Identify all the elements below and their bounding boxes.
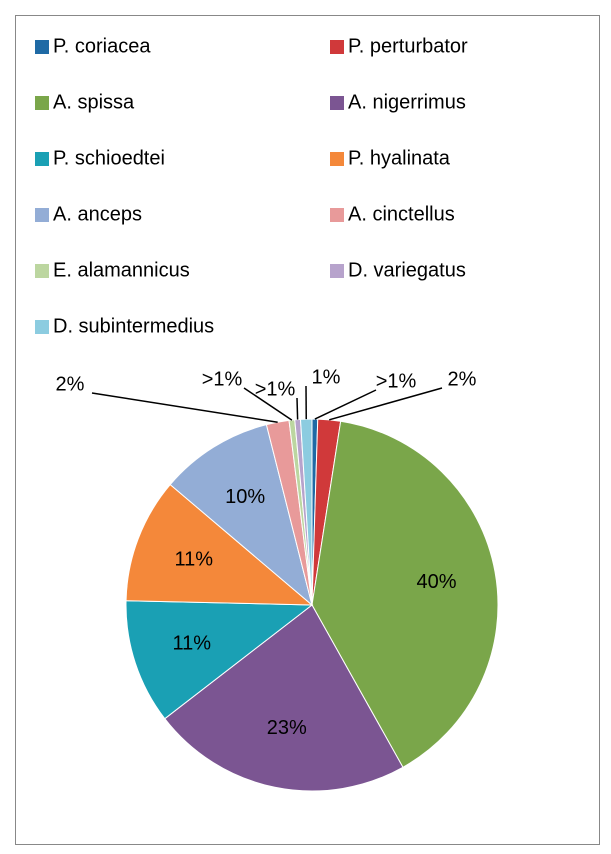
data-label: 23% [267, 717, 307, 739]
legend-swatch [35, 152, 49, 166]
leader-line [314, 389, 377, 420]
legend-label: A. anceps [53, 203, 142, 225]
legend-swatch [35, 320, 49, 334]
data-label: 11% [175, 548, 214, 570]
legend-label: D. subintermedius [53, 315, 214, 337]
data-label: 10% [225, 486, 265, 508]
legend-label: E. alamannicus [53, 259, 190, 281]
legend-label: P. coriacea [53, 35, 151, 57]
legend-label: A. nigerrimus [348, 91, 466, 113]
data-label: >1% [202, 368, 243, 390]
pie-slice [125, 600, 314, 720]
leader-line [329, 387, 443, 421]
legend-swatch [330, 96, 344, 110]
legend-label: A. cinctellus [348, 203, 455, 225]
legend-label: P. schioedtei [53, 147, 165, 169]
legend-swatch [330, 208, 344, 222]
leader-line [243, 387, 293, 421]
legend-label: A. spissa [53, 91, 135, 113]
pie-slice [125, 483, 314, 606]
leader-line [296, 397, 299, 420]
pie-slice [169, 424, 313, 607]
legend-swatch [330, 40, 344, 54]
legend-label: D. variegatus [348, 259, 466, 281]
data-label: 1% [312, 366, 341, 388]
data-label: 2% [56, 373, 85, 395]
leader-line [91, 392, 278, 423]
legend-swatch [330, 152, 344, 166]
data-label: 11% [173, 633, 212, 655]
pie-slice [164, 604, 404, 792]
pie-slice [311, 420, 499, 768]
legend-label: P. perturbator [348, 35, 468, 57]
data-label: >1% [255, 378, 296, 400]
data-label: 40% [416, 571, 456, 593]
legend-swatch [330, 264, 344, 278]
legend-swatch [35, 264, 49, 278]
legend-swatch [35, 40, 49, 54]
legend-swatch [35, 96, 49, 110]
data-label: >1% [376, 370, 417, 392]
legend-swatch [35, 208, 49, 222]
data-label: 2% [448, 368, 477, 390]
legend-label: P. hyalinata [348, 147, 451, 169]
